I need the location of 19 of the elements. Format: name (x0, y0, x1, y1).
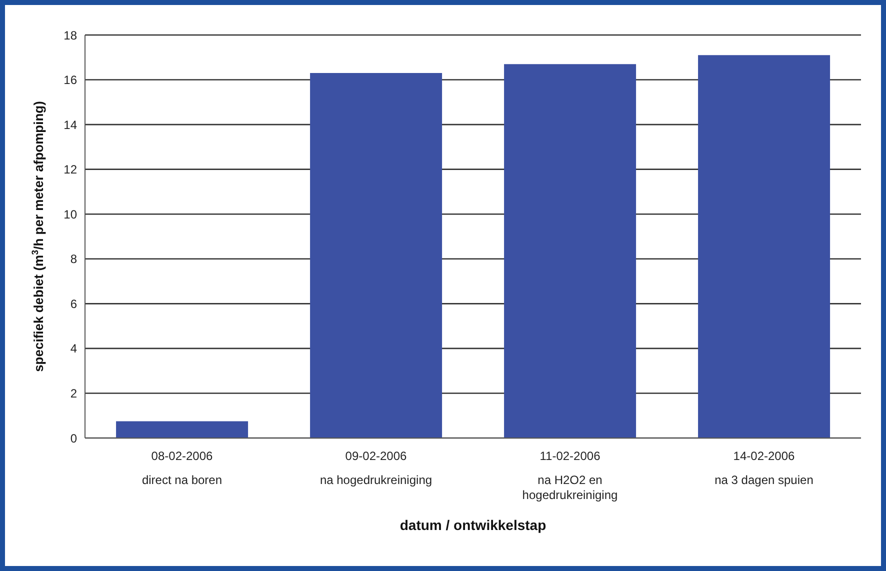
x-axis-title: datum / ontwikkelstap (400, 517, 546, 533)
y-tick-label: 14 (64, 118, 78, 132)
x-tick-label: 14-02-2006 na 3 dagen spuien (714, 449, 814, 487)
y-tick-label: 6 (70, 296, 78, 311)
bar (310, 73, 442, 438)
y-tick-label: 18 (64, 28, 78, 42)
y-tick-label: 0 (70, 431, 78, 446)
bar (116, 421, 248, 438)
x-tick-label: 08-02-2006 direct na boren (142, 449, 222, 487)
y-tick-label: 12 (64, 162, 78, 177)
x-tick-label: 11-02-2006 na H2O2 en hogedrukreiniging (522, 449, 618, 502)
bar (504, 64, 636, 438)
bar (698, 55, 830, 438)
x-tick-label: 09-02-2006 na hogedrukreiniging (320, 449, 432, 487)
y-tick-label: 8 (70, 252, 78, 266)
y-tick-label: 16 (64, 73, 78, 88)
y-tick-label: 4 (70, 342, 78, 356)
y-tick-label: 2 (70, 386, 78, 400)
y-tick-label: 10 (64, 207, 78, 222)
